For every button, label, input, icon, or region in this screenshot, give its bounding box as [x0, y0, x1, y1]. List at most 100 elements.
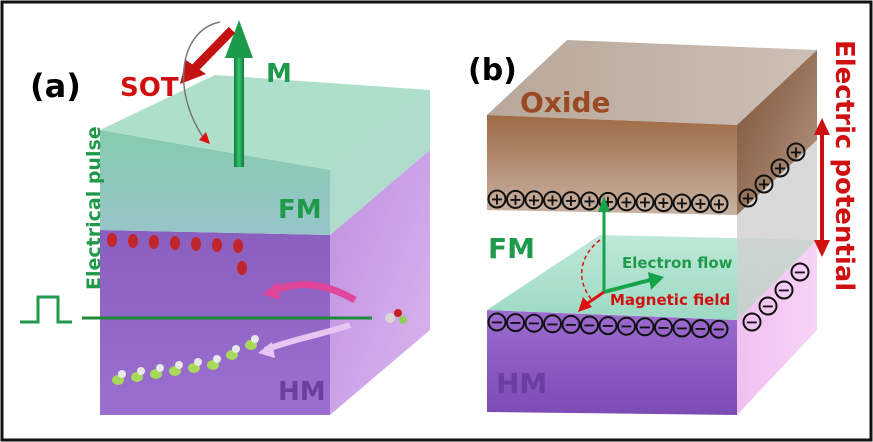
- positive-charge-symbol: +: [583, 192, 596, 211]
- negative-charge-symbol: −: [620, 317, 633, 336]
- spin-down-deflection-head: [258, 342, 275, 358]
- negative-charge: −: [654, 317, 673, 337]
- negative-charge-symbol: −: [546, 314, 559, 333]
- hm-label-b: HM: [496, 367, 547, 400]
- hm-layer-side: [330, 150, 430, 415]
- positive-charge-symbol: +: [564, 191, 577, 210]
- negative-charge: −: [635, 317, 655, 337]
- negative-charge: −: [617, 316, 636, 336]
- pulse-waveform: [20, 295, 72, 324]
- positive-charge: +: [617, 192, 636, 212]
- precession-curve: [182, 21, 221, 141]
- sot-label: SOT: [120, 73, 179, 103]
- positive-charge: +: [487, 189, 507, 209]
- positive-charge: +: [770, 158, 790, 178]
- panel-b-label: (b): [468, 53, 517, 88]
- fm-label-a: FM: [278, 195, 322, 225]
- positive-charge-symbol: +: [509, 190, 522, 209]
- sot-arrow-head: [180, 60, 206, 84]
- positive-charge-symbol: +: [527, 190, 540, 209]
- negative-charge-symbol: −: [777, 281, 790, 300]
- positive-charge: +: [580, 191, 599, 211]
- positive-charge: +: [561, 191, 581, 211]
- electric-potential-label: Electric potential: [829, 40, 859, 291]
- electrical-pulse-label: Electrical pulse: [83, 126, 105, 290]
- positive-charge: +: [635, 192, 655, 212]
- positive-charge: +: [754, 174, 774, 194]
- negative-charge: −: [758, 296, 778, 316]
- positive-charge-symbol: +: [490, 190, 503, 209]
- negative-charge: −: [598, 316, 618, 336]
- electron-cluster: [385, 309, 407, 324]
- positive-charge: +: [786, 142, 806, 162]
- positive-charge-symbol: +: [620, 192, 633, 211]
- hm-block-front: [487, 310, 737, 415]
- negative-charge-symbol: −: [675, 319, 688, 338]
- panel-a-label: (a): [30, 67, 81, 105]
- positive-charge: +: [506, 189, 525, 209]
- negative-charge-symbol: −: [712, 320, 725, 339]
- electron-flow-label: Electron flow: [622, 254, 733, 272]
- sot-arrow-shaft: [189, 26, 236, 74]
- positive-charge-row: + + + + + + + + + + + + + ++++: [487, 142, 806, 214]
- positive-charge: +: [672, 193, 692, 213]
- positive-charge: +: [709, 194, 729, 214]
- negative-charge: −: [487, 312, 507, 332]
- electron-flow-arrow: [603, 278, 651, 294]
- positive-charge-symbol: +: [546, 191, 559, 210]
- hm-label-a: HM: [278, 377, 326, 407]
- fm-layer-side: [330, 90, 430, 235]
- negative-charge: −: [672, 318, 692, 338]
- negative-charge-symbol: −: [601, 316, 614, 335]
- negative-charge-symbol: −: [761, 297, 774, 316]
- oxide-side: [737, 50, 817, 215]
- positive-charge-symbol: +: [757, 175, 770, 194]
- spin-up-deflection-head: [262, 282, 280, 300]
- fm-layer-front: [100, 130, 330, 235]
- negative-charge-symbol: −: [657, 318, 670, 337]
- negative-charge: −: [691, 319, 710, 339]
- magnetization-arrow-head: [225, 20, 253, 58]
- magnetization-vector-head: [598, 196, 610, 212]
- positive-charge-symbol: +: [675, 194, 688, 213]
- positive-charge: +: [691, 193, 710, 213]
- positive-charge: +: [543, 190, 562, 210]
- positive-charge-symbol: +: [741, 189, 754, 208]
- positive-charge-symbol: +: [694, 194, 707, 213]
- negative-charge-symbol: −: [509, 313, 522, 332]
- negative-charge-symbol: −: [793, 263, 806, 282]
- electric-potential-arrow-bottom: [814, 240, 830, 257]
- positive-charge-symbol: +: [712, 194, 725, 213]
- oxide-label: Oxide: [520, 86, 611, 119]
- magnetization-arrow-shaft: [234, 55, 244, 167]
- positive-charge-symbol: +: [657, 193, 670, 212]
- fm-label-b: FM: [488, 232, 535, 265]
- precession-curve-head: [199, 132, 210, 144]
- positive-charge: +: [738, 188, 758, 208]
- negative-charge-symbol: −: [564, 315, 577, 334]
- negative-charge: −: [543, 314, 562, 334]
- negative-charge: −: [524, 313, 544, 333]
- negative-charge-symbol: −: [638, 317, 651, 336]
- oxide-front: [487, 115, 737, 215]
- interface-gap: [737, 140, 817, 320]
- panel-b: + + + + + + + + + + + + + ++++ − − − − − − − − − − − − − −−−− (b) …: [468, 40, 859, 415]
- fm-layer-top: [100, 75, 430, 170]
- magnetic-field-arrow-head: [578, 297, 592, 312]
- negative-charge-symbol: −: [694, 319, 707, 338]
- panel-a: (a) SOT M Electrical pulse FM HM: [20, 20, 430, 415]
- positive-charge-symbol: +: [638, 193, 651, 212]
- negative-charge: −: [790, 262, 810, 282]
- oxide-top: [487, 40, 817, 125]
- positive-charge-symbol: +: [773, 159, 786, 178]
- positive-charge: +: [524, 190, 544, 210]
- negative-charge-symbol: −: [745, 313, 758, 332]
- hm-block-side: [737, 240, 817, 415]
- positive-charge-symbol: +: [789, 143, 802, 162]
- negative-charge: −: [709, 319, 729, 339]
- magnetic-field-label: Magnetic field: [610, 291, 730, 309]
- negative-charge: −: [774, 280, 794, 300]
- negative-charge: −: [561, 314, 581, 334]
- positive-charge: +: [654, 193, 673, 213]
